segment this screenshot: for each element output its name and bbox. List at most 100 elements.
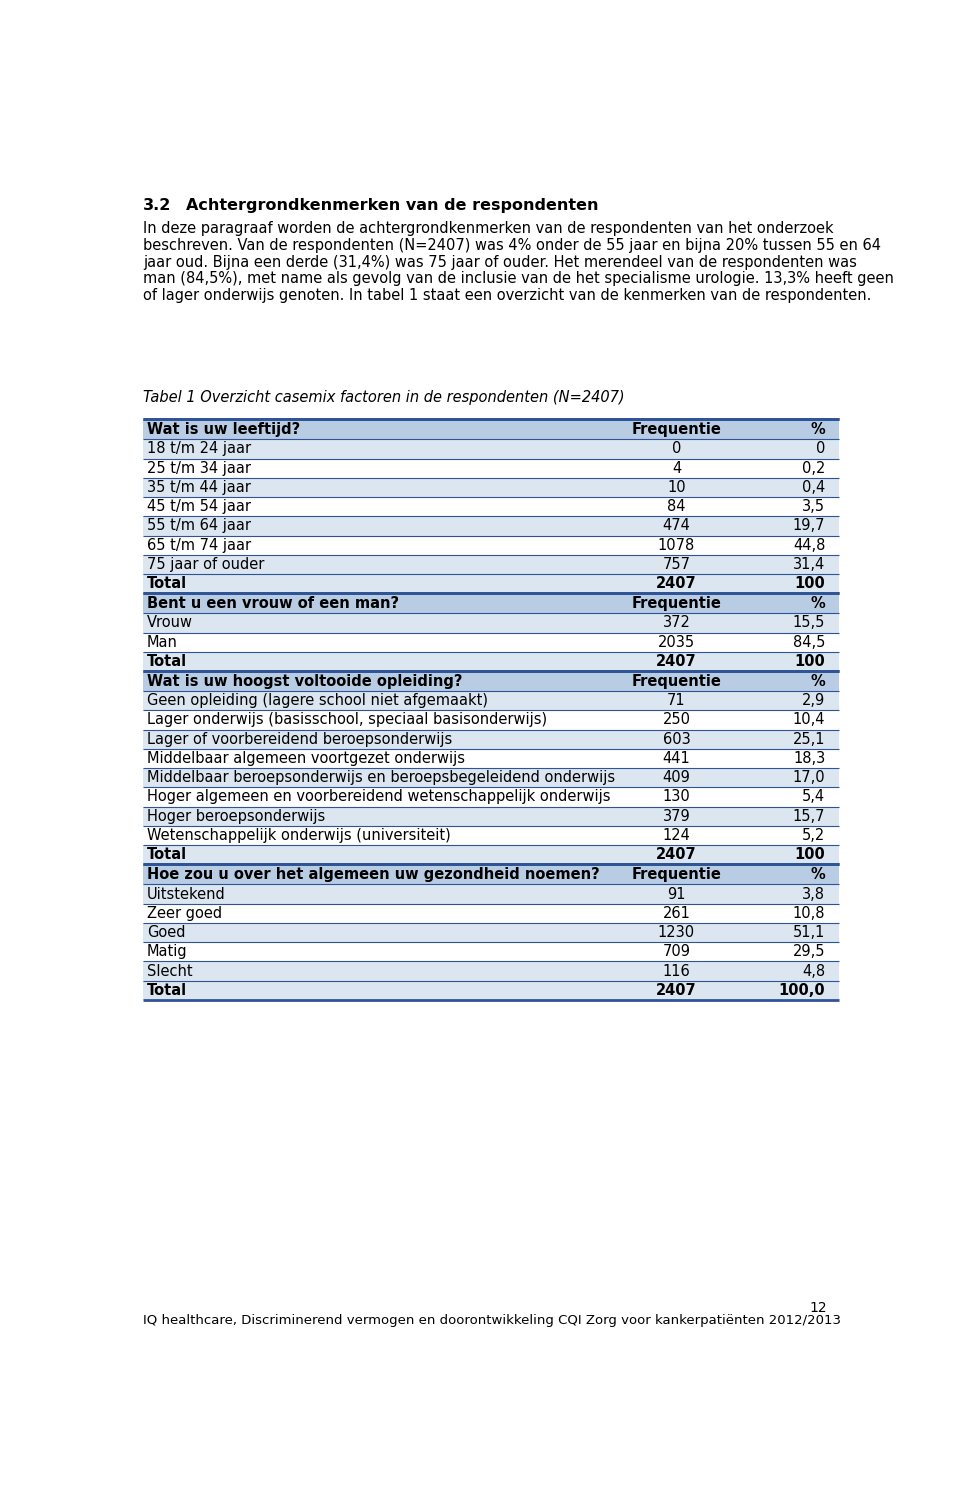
- Text: Bent u een vrouw of een man?: Bent u een vrouw of een man?: [147, 596, 399, 611]
- Text: 91: 91: [667, 886, 685, 901]
- Text: Achtergrondkenmerken van de respondenten: Achtergrondkenmerken van de respondenten: [186, 197, 598, 212]
- Bar: [143, 614, 839, 632]
- Text: 261: 261: [662, 906, 690, 921]
- Text: Zeer goed: Zeer goed: [147, 906, 223, 921]
- Bar: [143, 477, 839, 497]
- Text: Slecht: Slecht: [147, 963, 193, 978]
- Bar: [143, 962, 839, 981]
- Text: Uitstekend: Uitstekend: [147, 886, 226, 901]
- Text: 603: 603: [662, 731, 690, 746]
- Text: Hoe zou u over het algemeen uw gezondheid noemen?: Hoe zou u over het algemeen uw gezondhei…: [147, 867, 600, 882]
- Text: 250: 250: [662, 712, 690, 727]
- Text: 10: 10: [667, 480, 685, 495]
- Text: 100: 100: [795, 576, 826, 591]
- Bar: [143, 497, 839, 516]
- Text: 55 t/m 64 jaar: 55 t/m 64 jaar: [147, 518, 252, 533]
- Text: 2407: 2407: [656, 847, 697, 862]
- Bar: [143, 573, 839, 593]
- Text: Vrouw: Vrouw: [147, 616, 193, 631]
- Text: 474: 474: [662, 518, 690, 533]
- Bar: [143, 730, 839, 749]
- Bar: [143, 826, 839, 846]
- Bar: [143, 516, 839, 536]
- Text: 372: 372: [662, 616, 690, 631]
- Text: 10,8: 10,8: [793, 906, 826, 921]
- Text: 65 t/m 74 jaar: 65 t/m 74 jaar: [147, 537, 252, 552]
- Text: Man: Man: [147, 635, 178, 650]
- Text: Wat is uw leeftijd?: Wat is uw leeftijd?: [147, 421, 300, 436]
- Text: Middelbaar algemeen voortgezet onderwijs: Middelbaar algemeen voortgezet onderwijs: [147, 751, 466, 766]
- Text: 2035: 2035: [658, 635, 695, 650]
- Bar: [143, 671, 839, 691]
- Text: 15,7: 15,7: [793, 808, 826, 823]
- Text: Frequentie: Frequentie: [632, 421, 721, 436]
- Text: 35 t/m 44 jaar: 35 t/m 44 jaar: [147, 480, 251, 495]
- Text: 18,3: 18,3: [793, 751, 826, 766]
- Text: 19,7: 19,7: [793, 518, 826, 533]
- Text: 4: 4: [672, 461, 681, 476]
- Text: 71: 71: [667, 694, 685, 709]
- Text: Goed: Goed: [147, 926, 185, 941]
- Bar: [143, 593, 839, 614]
- Text: jaar oud. Bijna een derde (31,4%) was 75 jaar of ouder. Het merendeel van de res: jaar oud. Bijna een derde (31,4%) was 75…: [143, 254, 857, 269]
- Bar: [143, 903, 839, 923]
- Bar: [143, 787, 839, 807]
- Text: Matig: Matig: [147, 944, 188, 959]
- Text: Wat is uw hoogst voltooide opleiding?: Wat is uw hoogst voltooide opleiding?: [147, 674, 463, 689]
- Text: 5,2: 5,2: [802, 828, 826, 843]
- Text: %: %: [810, 421, 826, 436]
- Text: Middelbaar beroepsonderwijs en beroepsbegeleidend onderwijs: Middelbaar beroepsonderwijs en beroepsbe…: [147, 771, 615, 786]
- Bar: [143, 710, 839, 730]
- Bar: [143, 885, 839, 903]
- Text: IQ healthcare, Discriminerend vermogen en doorontwikkeling CQI Zorg voor kankerp: IQ healthcare, Discriminerend vermogen e…: [143, 1314, 841, 1327]
- Text: 100: 100: [795, 655, 826, 668]
- Bar: [143, 749, 839, 768]
- Bar: [143, 942, 839, 962]
- Text: 116: 116: [662, 963, 690, 978]
- Bar: [143, 846, 839, 864]
- Text: Geen opleiding (lagere school niet afgemaakt): Geen opleiding (lagere school niet afgem…: [147, 694, 488, 709]
- Text: 51,1: 51,1: [793, 926, 826, 941]
- Bar: [143, 768, 839, 787]
- Text: 84,5: 84,5: [793, 635, 826, 650]
- Bar: [143, 981, 839, 999]
- Text: 18 t/m 24 jaar: 18 t/m 24 jaar: [147, 441, 252, 456]
- Bar: [143, 555, 839, 573]
- Text: %: %: [810, 596, 826, 611]
- Text: 84: 84: [667, 500, 685, 515]
- Text: 25 t/m 34 jaar: 25 t/m 34 jaar: [147, 461, 252, 476]
- Text: 0,4: 0,4: [802, 480, 826, 495]
- Text: Total: Total: [147, 847, 187, 862]
- Text: 2407: 2407: [656, 576, 697, 591]
- Text: 25,1: 25,1: [793, 731, 826, 746]
- Bar: [143, 420, 839, 439]
- Text: 29,5: 29,5: [793, 944, 826, 959]
- Text: 12: 12: [809, 1300, 827, 1315]
- Bar: [143, 864, 839, 885]
- Bar: [143, 691, 839, 710]
- Text: 45 t/m 54 jaar: 45 t/m 54 jaar: [147, 500, 252, 515]
- Text: 4,8: 4,8: [803, 963, 826, 978]
- Bar: [143, 652, 839, 671]
- Text: Wetenschappelijk onderwijs (universiteit): Wetenschappelijk onderwijs (universiteit…: [147, 828, 451, 843]
- Text: 75 jaar of ouder: 75 jaar of ouder: [147, 557, 265, 572]
- Text: 130: 130: [662, 790, 690, 805]
- Text: Frequentie: Frequentie: [632, 596, 721, 611]
- Text: 44,8: 44,8: [793, 537, 826, 552]
- Text: 757: 757: [662, 557, 690, 572]
- Bar: [143, 439, 839, 459]
- Text: 17,0: 17,0: [793, 771, 826, 786]
- Text: man (84,5%), met name als gevolg van de inclusie van de het specialisme urologie: man (84,5%), met name als gevolg van de …: [143, 271, 894, 286]
- Text: 2407: 2407: [656, 983, 697, 998]
- Bar: [143, 807, 839, 826]
- Text: Tabel 1 Overzicht casemix factoren in de respondenten (N=2407): Tabel 1 Overzicht casemix factoren in de…: [143, 390, 625, 405]
- Text: 1078: 1078: [658, 537, 695, 552]
- Bar: [143, 923, 839, 942]
- Text: 1230: 1230: [658, 926, 695, 941]
- Text: 0,2: 0,2: [802, 461, 826, 476]
- Text: %: %: [810, 867, 826, 882]
- Text: 709: 709: [662, 944, 690, 959]
- Text: 379: 379: [662, 808, 690, 823]
- Text: Total: Total: [147, 655, 187, 668]
- Text: Hoger algemeen en voorbereidend wetenschappelijk onderwijs: Hoger algemeen en voorbereidend wetensch…: [147, 790, 611, 805]
